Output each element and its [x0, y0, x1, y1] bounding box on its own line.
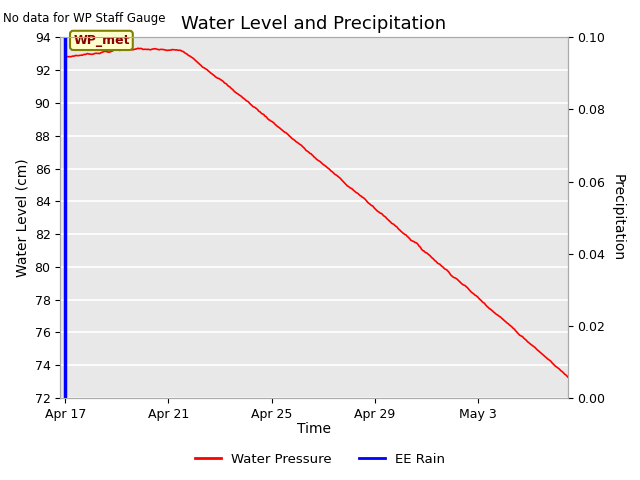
Title: Water Level and Precipitation: Water Level and Precipitation [182, 15, 447, 33]
Text: WP_met: WP_met [73, 34, 130, 47]
X-axis label: Time: Time [297, 422, 331, 436]
Legend: Water Pressure, EE Rain: Water Pressure, EE Rain [189, 447, 451, 471]
Y-axis label: Precipitation: Precipitation [611, 174, 625, 261]
Y-axis label: Water Level (cm): Water Level (cm) [15, 158, 29, 277]
Text: No data for WP Staff Gauge: No data for WP Staff Gauge [3, 12, 166, 25]
